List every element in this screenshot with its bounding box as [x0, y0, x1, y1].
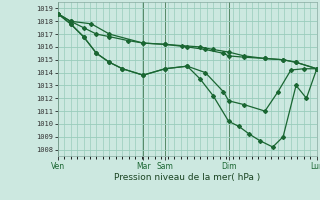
X-axis label: Pression niveau de la mer( hPa ): Pression niveau de la mer( hPa )	[114, 173, 260, 182]
